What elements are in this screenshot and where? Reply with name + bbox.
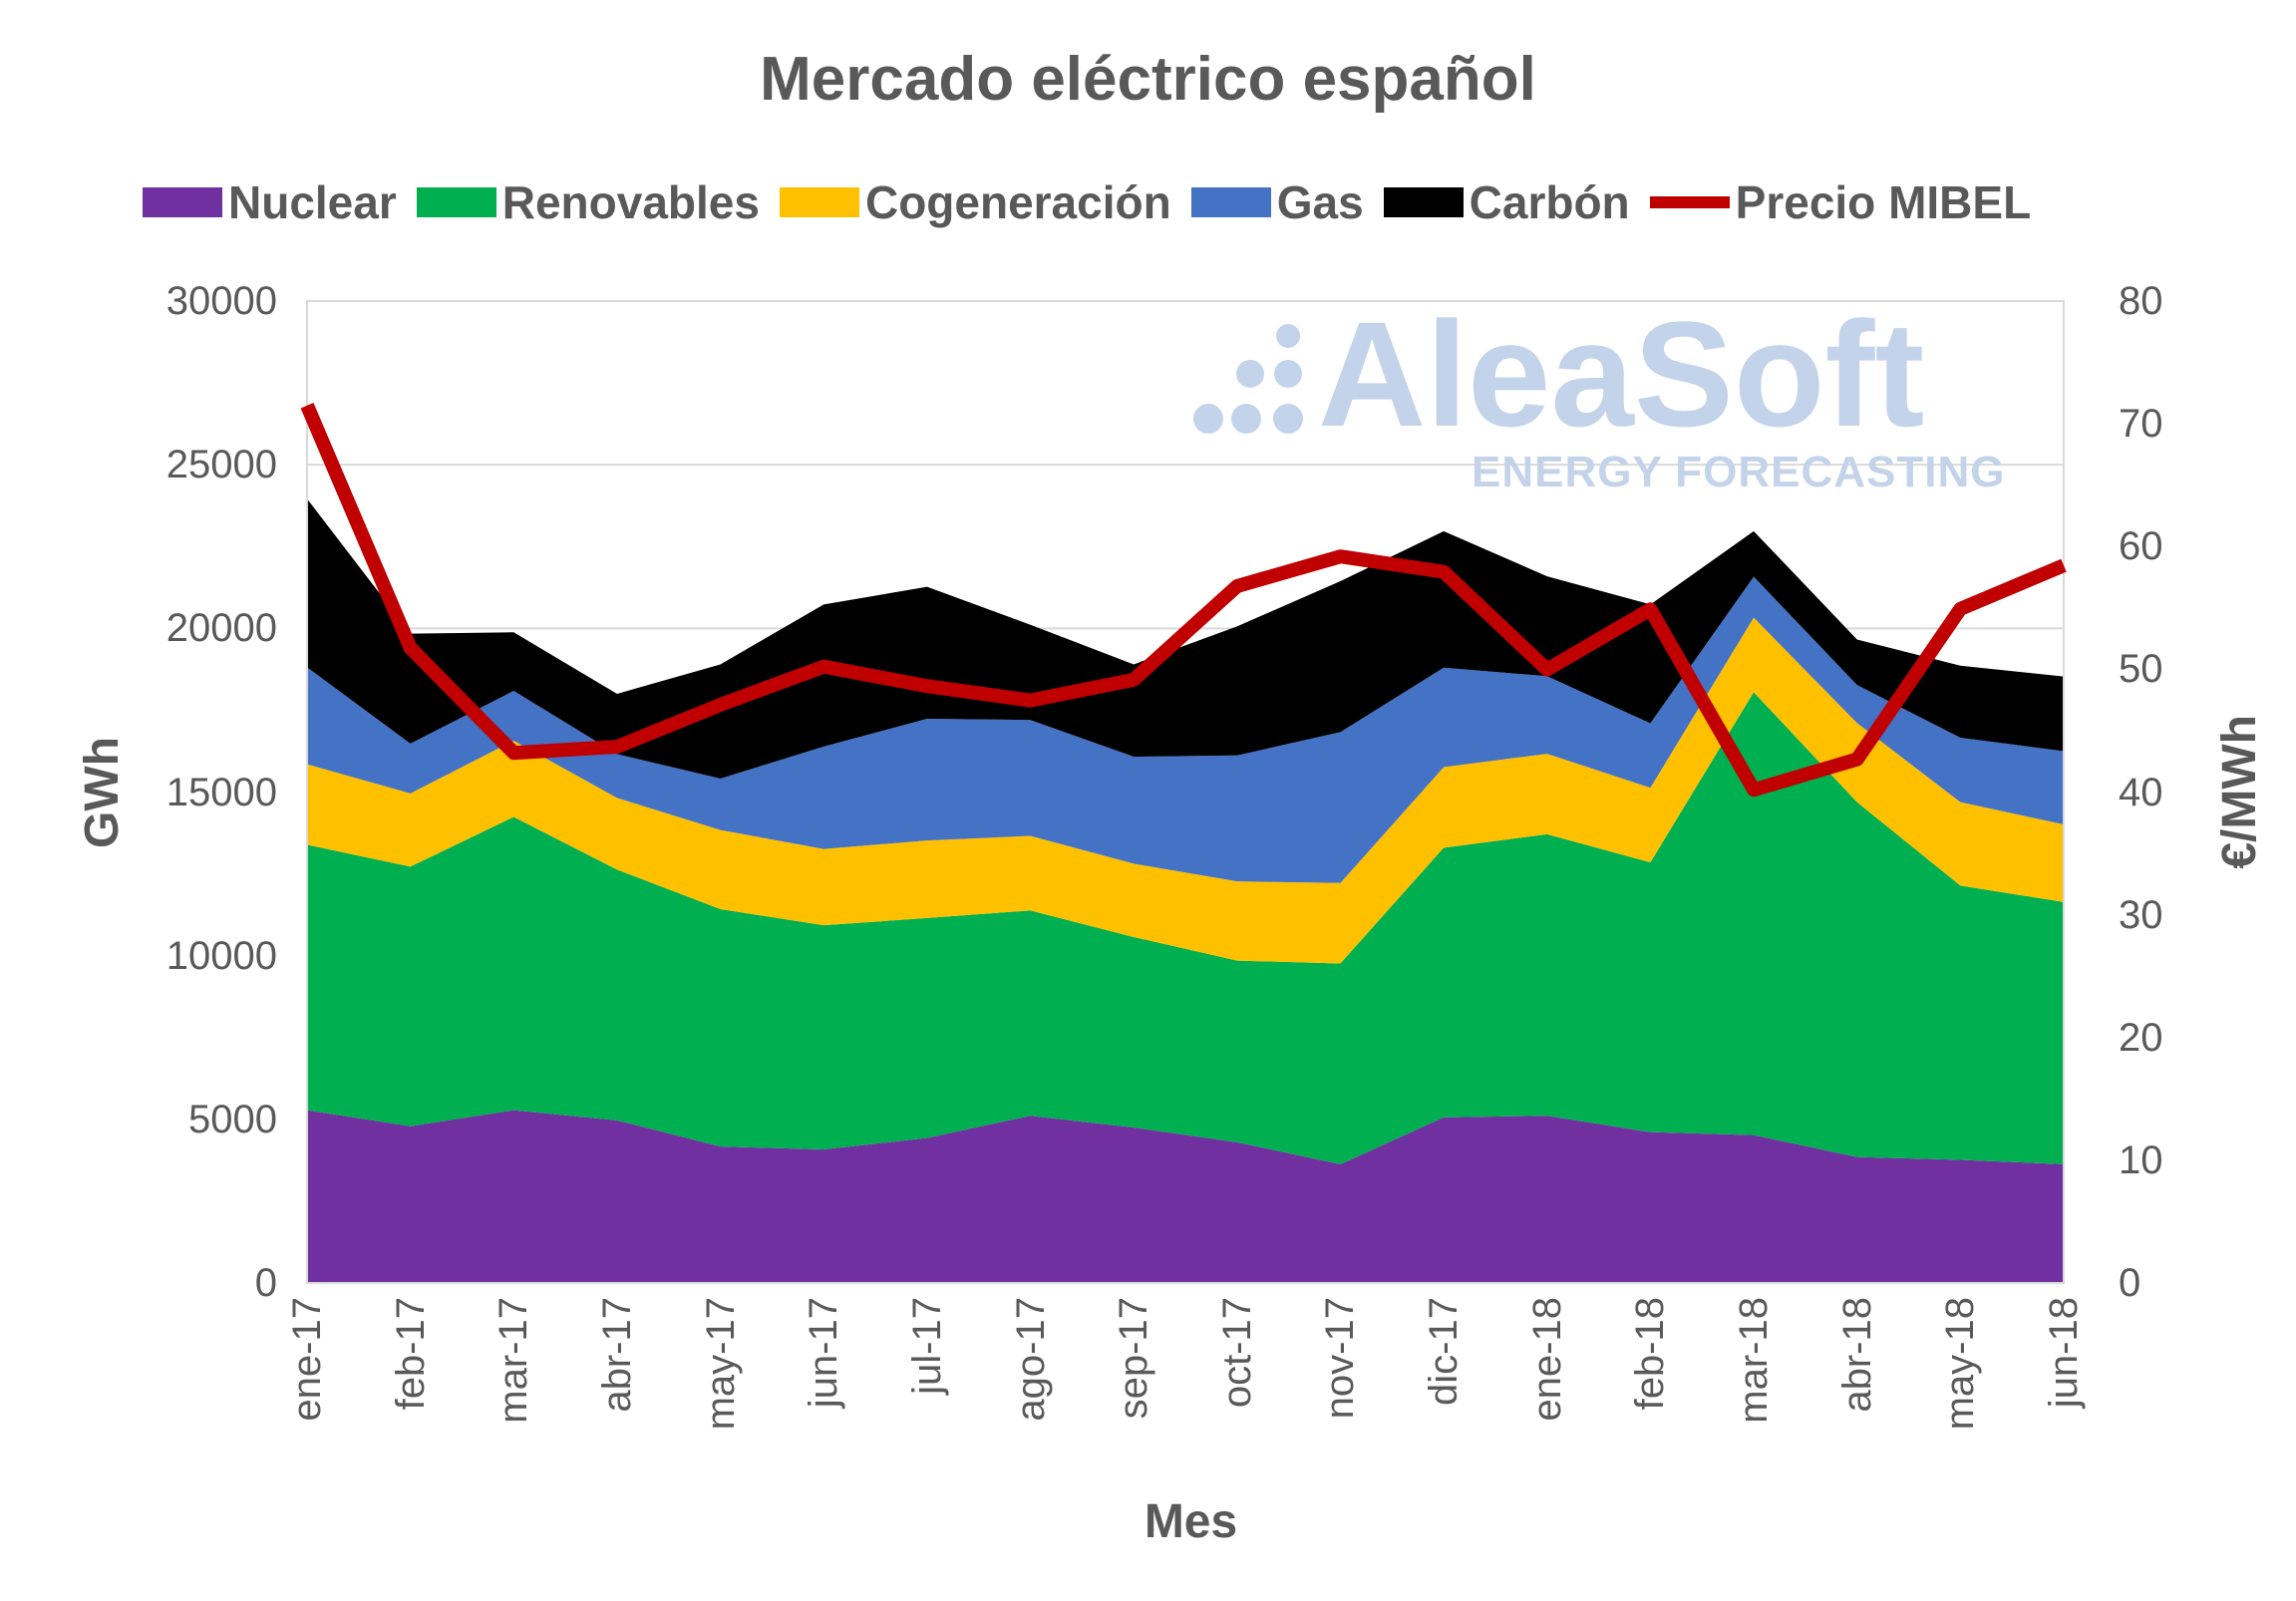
legend: Nuclear Renovables Cogeneración Gas Carb… bbox=[143, 177, 2051, 227]
legend-item-nuclear: Nuclear bbox=[143, 177, 397, 227]
price-line-layer bbox=[300, 403, 2067, 798]
x-tick-label: nov-17 bbox=[1318, 1297, 1363, 1420]
area-carbon bbox=[307, 498, 2064, 780]
legend-swatch-carbon bbox=[1383, 187, 1464, 217]
plot-border bbox=[306, 300, 2065, 1284]
area-gas bbox=[307, 576, 2064, 883]
watermark-tagline: ENERGY FORECASTING bbox=[1472, 448, 2006, 496]
y2-tick-label: 20 bbox=[2119, 1015, 2163, 1060]
legend-swatch-precio-mibel bbox=[1649, 196, 1730, 208]
area-cogeneracion bbox=[307, 617, 2064, 964]
legend-label-precio-mibel: Precio MIBEL bbox=[1735, 176, 2032, 228]
legend-item-carbon: Carbón bbox=[1383, 176, 1630, 228]
y2-tick-label: 60 bbox=[2119, 524, 2163, 569]
area-renovables bbox=[307, 692, 2064, 1164]
y2-tick-label: 70 bbox=[2119, 402, 2163, 447]
x-tick-label: may-18 bbox=[1938, 1297, 1983, 1431]
legend-label-carbon: Carbón bbox=[1469, 176, 1630, 228]
y-tick-label: 15000 bbox=[165, 770, 277, 814]
area-nuclear bbox=[307, 1110, 2064, 1283]
x-tick-label: mar-17 bbox=[492, 1297, 536, 1424]
legend-item-renovables: Renovables bbox=[416, 176, 760, 228]
x-tick-label: ago-17 bbox=[1008, 1297, 1053, 1422]
x-tick-label: jun-17 bbox=[802, 1297, 846, 1409]
y2-tick-label: 50 bbox=[2119, 647, 2163, 692]
legend-swatch-cogeneracion bbox=[779, 187, 859, 217]
stacked-areas bbox=[307, 498, 2064, 1283]
y-tick-label: 5000 bbox=[188, 1097, 277, 1141]
y-axis-title-right: €/MWh bbox=[2213, 715, 2266, 869]
watermark-dots-icon bbox=[1193, 324, 1303, 434]
y2-tick-label: 30 bbox=[2119, 892, 2163, 937]
y2-tick-label: 40 bbox=[2119, 770, 2163, 814]
legend-label-cogeneracion: Cogeneración bbox=[864, 176, 1171, 228]
y-tick-label: 25000 bbox=[165, 443, 277, 487]
legend-swatch-nuclear bbox=[143, 187, 222, 217]
y2-tick-label: 0 bbox=[2119, 1261, 2141, 1305]
x-tick-label: abr-18 bbox=[1834, 1297, 1879, 1413]
legend-item-gas: Gas bbox=[1190, 176, 1364, 228]
y-tick-label: 0 bbox=[254, 1261, 277, 1305]
legend-swatch-renovables bbox=[416, 187, 496, 217]
x-tick-label: oct-17 bbox=[1214, 1297, 1259, 1409]
legend-label-nuclear: Nuclear bbox=[228, 176, 397, 228]
x-tick-label: feb-17 bbox=[388, 1297, 433, 1411]
x-tick-label: sep-17 bbox=[1112, 1297, 1156, 1420]
y-axis-title-left: GWh bbox=[76, 736, 129, 848]
x-tick-label: jun-18 bbox=[2042, 1297, 2086, 1409]
y-tick-label: 20000 bbox=[165, 606, 277, 651]
x-tick-label: may-17 bbox=[698, 1297, 743, 1431]
y2-tick-label: 10 bbox=[2119, 1137, 2163, 1182]
x-tick-label: ene-17 bbox=[285, 1297, 329, 1422]
x-tick-label: abr-17 bbox=[594, 1297, 639, 1413]
x-tick-label: feb-18 bbox=[1628, 1297, 1673, 1411]
chart-title: Mercado eléctrico español bbox=[760, 45, 1536, 114]
line-precio-mibel bbox=[300, 403, 2067, 798]
y-tick-label: 30000 bbox=[165, 279, 277, 323]
y2-tick-label: 80 bbox=[2119, 279, 2163, 323]
legend-item-precio-mibel: Precio MIBEL bbox=[1649, 176, 2032, 228]
x-tick-label: jul-17 bbox=[904, 1297, 949, 1395]
x-tick-label: mar-18 bbox=[1732, 1297, 1777, 1424]
x-tick-label: dic-17 bbox=[1422, 1297, 1467, 1406]
legend-swatch-gas bbox=[1190, 187, 1271, 217]
y-tick-label: 10000 bbox=[165, 933, 277, 978]
watermark-brand: AleaSoft bbox=[1318, 290, 1925, 458]
legend-label-gas: Gas bbox=[1276, 176, 1364, 228]
legend-label-renovables: Renovables bbox=[501, 176, 760, 228]
legend-item-cogeneracion: Cogeneración bbox=[779, 176, 1171, 228]
x-axis-title: Mes bbox=[1144, 1495, 1238, 1548]
x-tick-label: ene-18 bbox=[1524, 1297, 1569, 1422]
